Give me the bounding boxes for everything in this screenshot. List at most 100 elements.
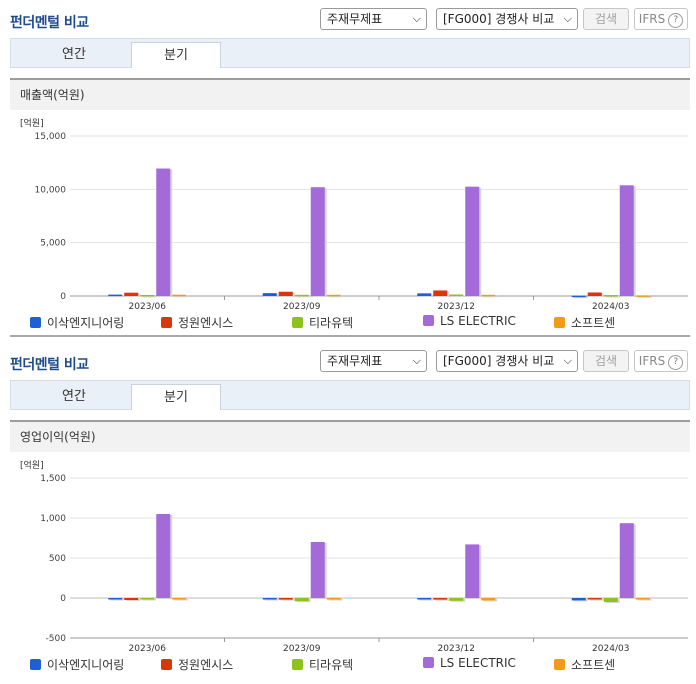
x-tick-label: 2024/03 [592, 302, 629, 312]
y-tick-label: 15,000 [35, 132, 67, 142]
statement-select-value: 주재무제표 [327, 354, 383, 368]
bar [619, 523, 634, 598]
legend-item[interactable]: 티라유텍 [292, 314, 353, 331]
bar [124, 292, 139, 296]
x-tick-label: 2023/09 [283, 302, 321, 312]
bar-shadow [142, 295, 157, 298]
statement-select[interactable]: 주재무제표 ⌵ [320, 350, 427, 372]
x-tick-label: 2023/06 [129, 302, 167, 312]
legend-label: 이삭엔지니어링 [47, 316, 125, 330]
y-tick-label: 10,000 [35, 185, 67, 195]
bar [449, 598, 464, 601]
help-icon: ? [668, 13, 684, 28]
bar-shadow [637, 599, 652, 601]
bar [310, 187, 325, 296]
bar-shadow [483, 295, 498, 298]
ifrs-button[interactable]: IFRS? [634, 350, 688, 372]
legend-item[interactable]: LS ELECTRIC [423, 656, 516, 670]
bar [635, 295, 650, 297]
legend-item[interactable]: 정원엔시스 [161, 314, 233, 331]
x-tick-label: 2023/12 [438, 644, 475, 654]
tab-quarterly[interactable]: 분기 [131, 384, 221, 410]
legend-item[interactable]: LS ELECTRIC [423, 314, 516, 328]
bar [156, 514, 171, 598]
bar-shadow [605, 296, 620, 298]
bar-shadow [328, 599, 343, 601]
bar [465, 186, 480, 296]
bar [481, 598, 496, 601]
chevron-down-icon: ⌵ [412, 354, 421, 367]
legend-item[interactable]: 이삭엔지니어링 [30, 314, 124, 331]
ifrs-button[interactable]: IFRS? [634, 8, 688, 30]
bar-shadow [280, 599, 295, 601]
legend-swatch [554, 659, 565, 670]
panel-title: 펀더멘털 비교 [10, 357, 89, 373]
fundamental-panel-operating-income: 펀더멘털 비교 주재무제표 ⌵ [FG000] 경쟁사 비교 ⌵ 검색 IFRS… [0, 342, 696, 684]
y-tick-label: 5,000 [40, 239, 66, 249]
bar [310, 542, 325, 598]
bar [262, 598, 277, 600]
bar [172, 598, 187, 600]
bar [635, 598, 650, 600]
x-tick-label: 2023/09 [283, 644, 321, 654]
legend-label: 티라유텍 [309, 316, 354, 330]
search-button[interactable]: 검색 [583, 8, 629, 30]
search-button[interactable]: 검색 [583, 350, 629, 372]
bar-shadow [573, 296, 588, 299]
y-tick-label: 0 [60, 292, 66, 302]
legend-item[interactable]: 티라유텍 [292, 656, 353, 673]
legend-item[interactable]: 소프트센 [554, 656, 615, 673]
tab-quarterly[interactable]: 분기 [131, 42, 221, 68]
bar [326, 294, 341, 297]
bar [571, 295, 586, 298]
bar [571, 598, 586, 601]
bar-shadow [589, 599, 604, 601]
bar [156, 168, 171, 296]
bar [465, 544, 480, 598]
chevron-down-icon: ⌵ [563, 354, 572, 367]
fundamental-panel-revenue: 펀더멘털 비교 주재무제표 ⌵ [FG000] 경쟁사 비교 ⌵ 검색 IFRS… [10, 8, 690, 337]
chevron-down-icon: ⌵ [412, 12, 421, 25]
unit-label: [억원] [20, 459, 44, 471]
bar [278, 598, 293, 600]
tab-annual[interactable]: 연간 [62, 389, 86, 404]
bar [587, 292, 602, 296]
period-tabs: 연간 분기 [10, 380, 690, 410]
bar-shadow [142, 599, 157, 601]
statement-select[interactable]: 주재무제표 ⌵ [320, 8, 427, 30]
bar [140, 598, 155, 600]
bar-shadow [174, 599, 189, 601]
bar [140, 294, 155, 297]
operating-income-chart: [억원] -500 0 500 1,000 1,500 2023/06 2023/09 2023… [20, 459, 688, 654]
ifrs-label: IFRS [638, 354, 666, 368]
legend-item[interactable]: 정원엔시스 [161, 656, 233, 673]
legend-swatch [423, 315, 434, 326]
chart-metric-label: 매출액(억원) [10, 78, 690, 110]
bar [587, 598, 602, 600]
group-select[interactable]: [FG000] 경쟁사 비교 ⌵ [436, 350, 578, 372]
legend-item[interactable]: 소프트센 [554, 314, 615, 331]
legend-item[interactable]: 이삭엔지니어링 [30, 656, 124, 673]
bar [262, 293, 277, 296]
group-select-value: [FG000] 경쟁사 비교 [443, 12, 555, 26]
legend-swatch [161, 659, 172, 670]
bar-shadow [110, 295, 125, 298]
bar [294, 598, 309, 602]
bar [603, 598, 618, 602]
y-tick-label: 1,500 [40, 474, 66, 484]
legend-label: 이삭엔지니어링 [47, 658, 125, 672]
x-tick-label: 2023/06 [129, 644, 167, 654]
group-select-value: [FG000] 경쟁사 비교 [443, 354, 555, 368]
y-tick-label: 0 [60, 594, 66, 604]
chevron-down-icon: ⌵ [563, 12, 572, 25]
bar [124, 598, 139, 600]
bar [108, 598, 123, 600]
statement-select-value: 주재무제표 [327, 12, 383, 26]
bar-shadow [174, 295, 189, 298]
y-tick-label: 500 [49, 554, 66, 564]
bar-shadow [264, 599, 279, 601]
bar-shadow [110, 599, 125, 601]
group-select[interactable]: [FG000] 경쟁사 비교 ⌵ [436, 8, 578, 30]
tab-annual[interactable]: 연간 [62, 47, 86, 62]
x-tick-label: 2023/12 [438, 302, 475, 312]
